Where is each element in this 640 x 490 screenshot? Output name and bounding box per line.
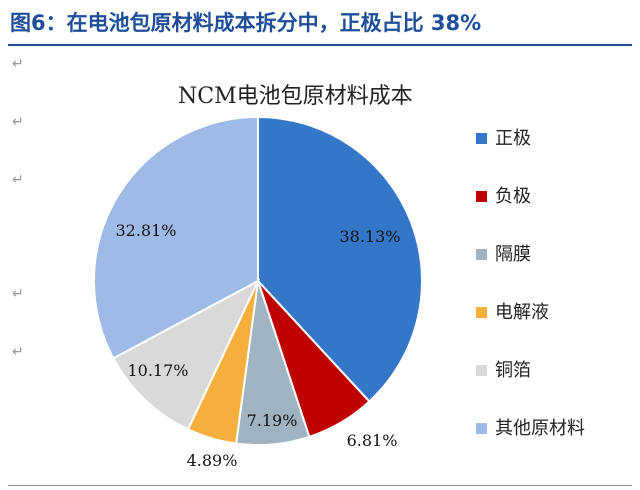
return-mark-icon: ↵ (12, 114, 24, 130)
return-mark-icon: ↵ (12, 56, 24, 72)
pie-slice-1 (257, 115, 423, 403)
legend-label: 铜箔 (495, 360, 531, 381)
legend-swatch (476, 249, 487, 260)
legend-swatch (476, 191, 487, 202)
title-divider (8, 44, 632, 46)
data-label-3: 7.19% (247, 411, 298, 430)
return-mark-icon: ↵ (12, 344, 24, 360)
pie-slice-6 (93, 115, 259, 360)
legend-swatch (476, 423, 487, 434)
bottom-divider (8, 485, 632, 486)
chart-legend: 正极负极隔膜电解液铜箔其他原材料 (474, 128, 634, 476)
data-label-1: 38.13% (339, 227, 400, 246)
figure-title: 图6：在电池包原材料成本拆分中，正极占比 38% (10, 11, 482, 35)
return-mark-icon: ↵ (12, 172, 24, 188)
legend-label: 负极 (495, 186, 531, 207)
legend-label: 正极 (495, 128, 531, 149)
pie-slice-5 (111, 278, 261, 431)
legend-label: 电解液 (495, 302, 549, 323)
legend-item-1: 正极 (474, 128, 634, 186)
legend-swatch (476, 365, 487, 376)
return-mark-icon: ↵ (12, 286, 24, 302)
legend-item-2: 负极 (474, 186, 634, 244)
legend-item-6: 其他原材料 (474, 418, 634, 476)
data-label-6: 32.81% (115, 221, 176, 240)
legend-swatch (476, 307, 487, 318)
data-label-4: 4.89% (187, 451, 238, 470)
legend-item-4: 电解液 (474, 302, 634, 360)
legend-swatch (476, 133, 487, 144)
chart-title: NCM电池包原材料成本 (178, 84, 413, 109)
data-label-2: 6.81% (347, 431, 398, 450)
legend-label: 隔膜 (495, 244, 531, 265)
legend-label: 其他原材料 (495, 418, 585, 439)
legend-item-5: 铜箔 (474, 360, 634, 418)
legend-item-3: 隔膜 (474, 244, 634, 302)
data-label-5: 10.17% (127, 361, 188, 380)
